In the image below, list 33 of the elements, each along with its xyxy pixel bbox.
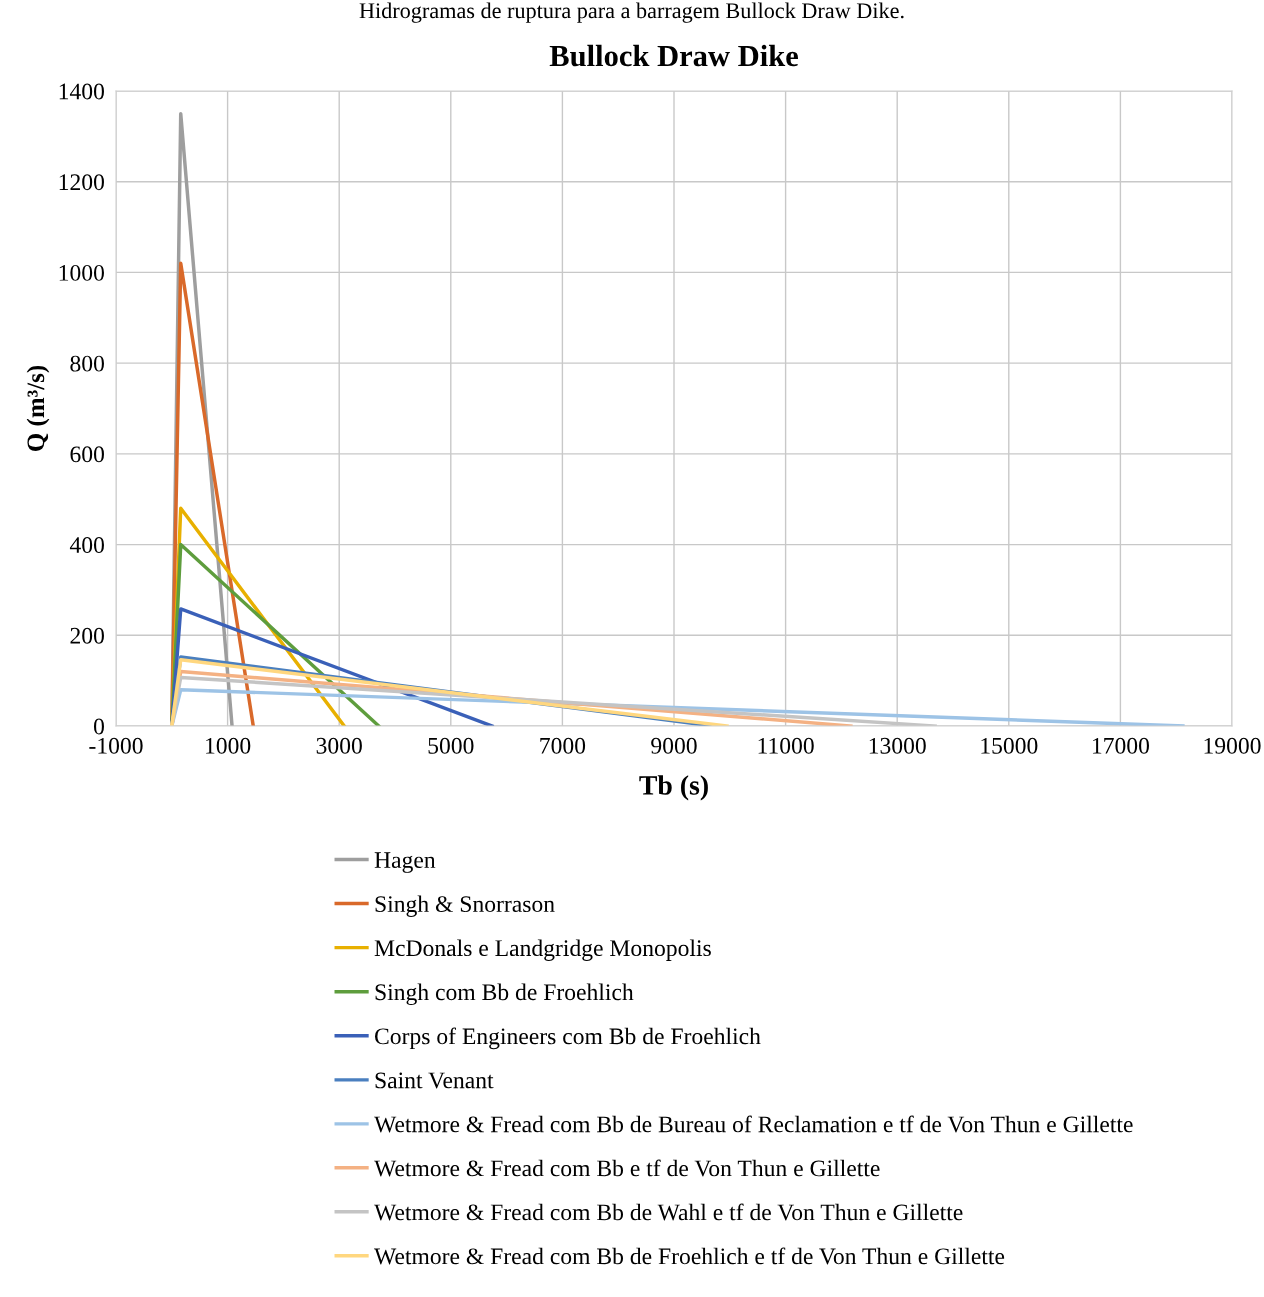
- legend-label: Hagen: [374, 852, 436, 873]
- y-tick-label: 1000: [59, 264, 104, 281]
- legend-label: Singh & Snorrason: [375, 895, 555, 917]
- x-tick-label: 13000: [869, 737, 926, 754]
- y-tick-label: 800: [70, 355, 104, 372]
- x-tick-label: -1000: [89, 737, 143, 754]
- legend-label: Corps of Engineers com Bb de Froehlich: [375, 1027, 761, 1050]
- x-tick-label: 1000: [206, 737, 251, 754]
- legend-label: McDonals e Landgridge Monopolis: [374, 939, 711, 961]
- x-tick-label: 19000: [1204, 737, 1261, 754]
- y-tick-label: 1400: [59, 83, 104, 100]
- x-tick-label: 15000: [981, 737, 1038, 754]
- y-tick-label: 600: [70, 446, 104, 463]
- legend-label: Singh com Bb de Froehlich: [375, 983, 634, 1006]
- y-tick-label: 1200: [59, 174, 104, 191]
- chart-title: Bullock Draw Dike: [549, 44, 798, 67]
- legend-label: Wetmore & Fread com Bb de Froehlich e tf de Von Thun e Gillette: [374, 1247, 1005, 1265]
- y-tick-label: 0: [93, 718, 104, 735]
- x-axis-title: Tb (s): [639, 775, 708, 801]
- legend-label: Saint Venant: [375, 1072, 494, 1089]
- x-tick-label: 17000: [1092, 737, 1150, 754]
- x-tick-label: 5000: [428, 737, 474, 754]
- legend-label: Wetmore & Fread com Bb de Bureau of Reclamation e tf de Von Thun e Gillette: [374, 1115, 1133, 1133]
- x-tick-label: 9000: [651, 737, 697, 754]
- legend-label: Wetmore & Fread com Bb de Wahl e tf de Von Thun e Gillette: [374, 1203, 963, 1221]
- x-tick-label: 3000: [316, 737, 362, 754]
- y-tick-label: 400: [69, 537, 104, 553]
- text: Hidrogramas de ruptura para a barragem Bullock Draw Dike.: [359, 2, 904, 23]
- x-tick-label: 7000: [540, 737, 586, 754]
- y-axis-title: Q (m³/s): [26, 365, 50, 451]
- x-tick-label: 11000: [758, 737, 814, 754]
- y-tick-label: 200: [70, 627, 104, 644]
- legend-label: Wetmore & Fread com Bb e tf de Von Thun e Gillette: [374, 1159, 880, 1177]
